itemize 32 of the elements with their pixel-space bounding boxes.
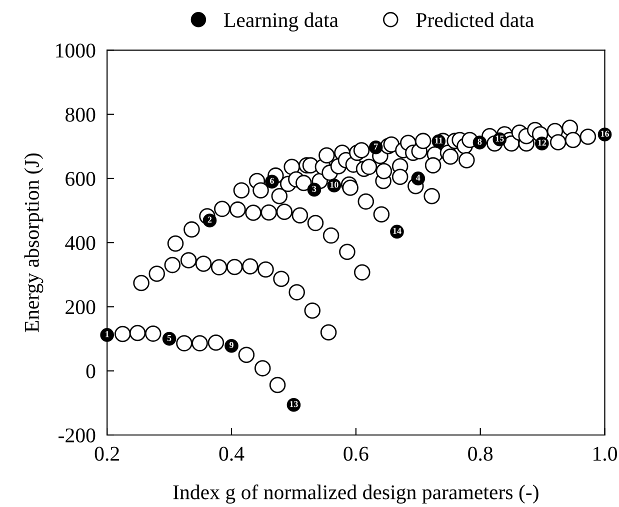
legend-label: Predicted data [416, 12, 534, 28]
annotation: 5 [167, 335, 172, 342]
annotation: 2 [208, 216, 212, 223]
annotation: 11 [435, 137, 442, 144]
annotation: 9 [229, 342, 234, 348]
annotation: 7 [374, 144, 378, 150]
annotation: 13 [290, 401, 298, 408]
annotation: 12 [538, 140, 546, 146]
annotation: 6 [270, 178, 274, 184]
x-tick-label: 0.4 [219, 446, 244, 461]
annotation: 8 [478, 138, 482, 145]
annotation: 15 [496, 136, 504, 142]
annotation: 14 [393, 228, 402, 234]
y-tick-label: 400 [65, 236, 96, 250]
x-tick-label: 0.8 [468, 446, 493, 461]
annotation: 1 [106, 331, 109, 338]
annotation: 3 [312, 186, 316, 192]
x-tick-label: 0.2 [94, 446, 119, 461]
y-tick-label: 200 [66, 300, 96, 314]
x-tick-label: 0.6 [344, 446, 368, 461]
x-tick-label: 1.0 [594, 446, 617, 461]
annotation: 10 [330, 182, 338, 188]
y-tick-label: 600 [66, 172, 96, 186]
legend-label: Learning data [224, 12, 338, 32]
annotation: 16 [600, 130, 610, 137]
y-axis-title: Energy absorption (J) [24, 153, 44, 332]
y-tick-label: 1000 [56, 44, 96, 58]
y-tick-label: 800 [66, 108, 96, 122]
x-axis-title: Index g of normalized design parameters (-) [173, 484, 538, 504]
y-tick-label: 0 [86, 364, 96, 378]
y-tick-label: -200 [58, 428, 96, 442]
annotation: 4 [416, 174, 420, 181]
